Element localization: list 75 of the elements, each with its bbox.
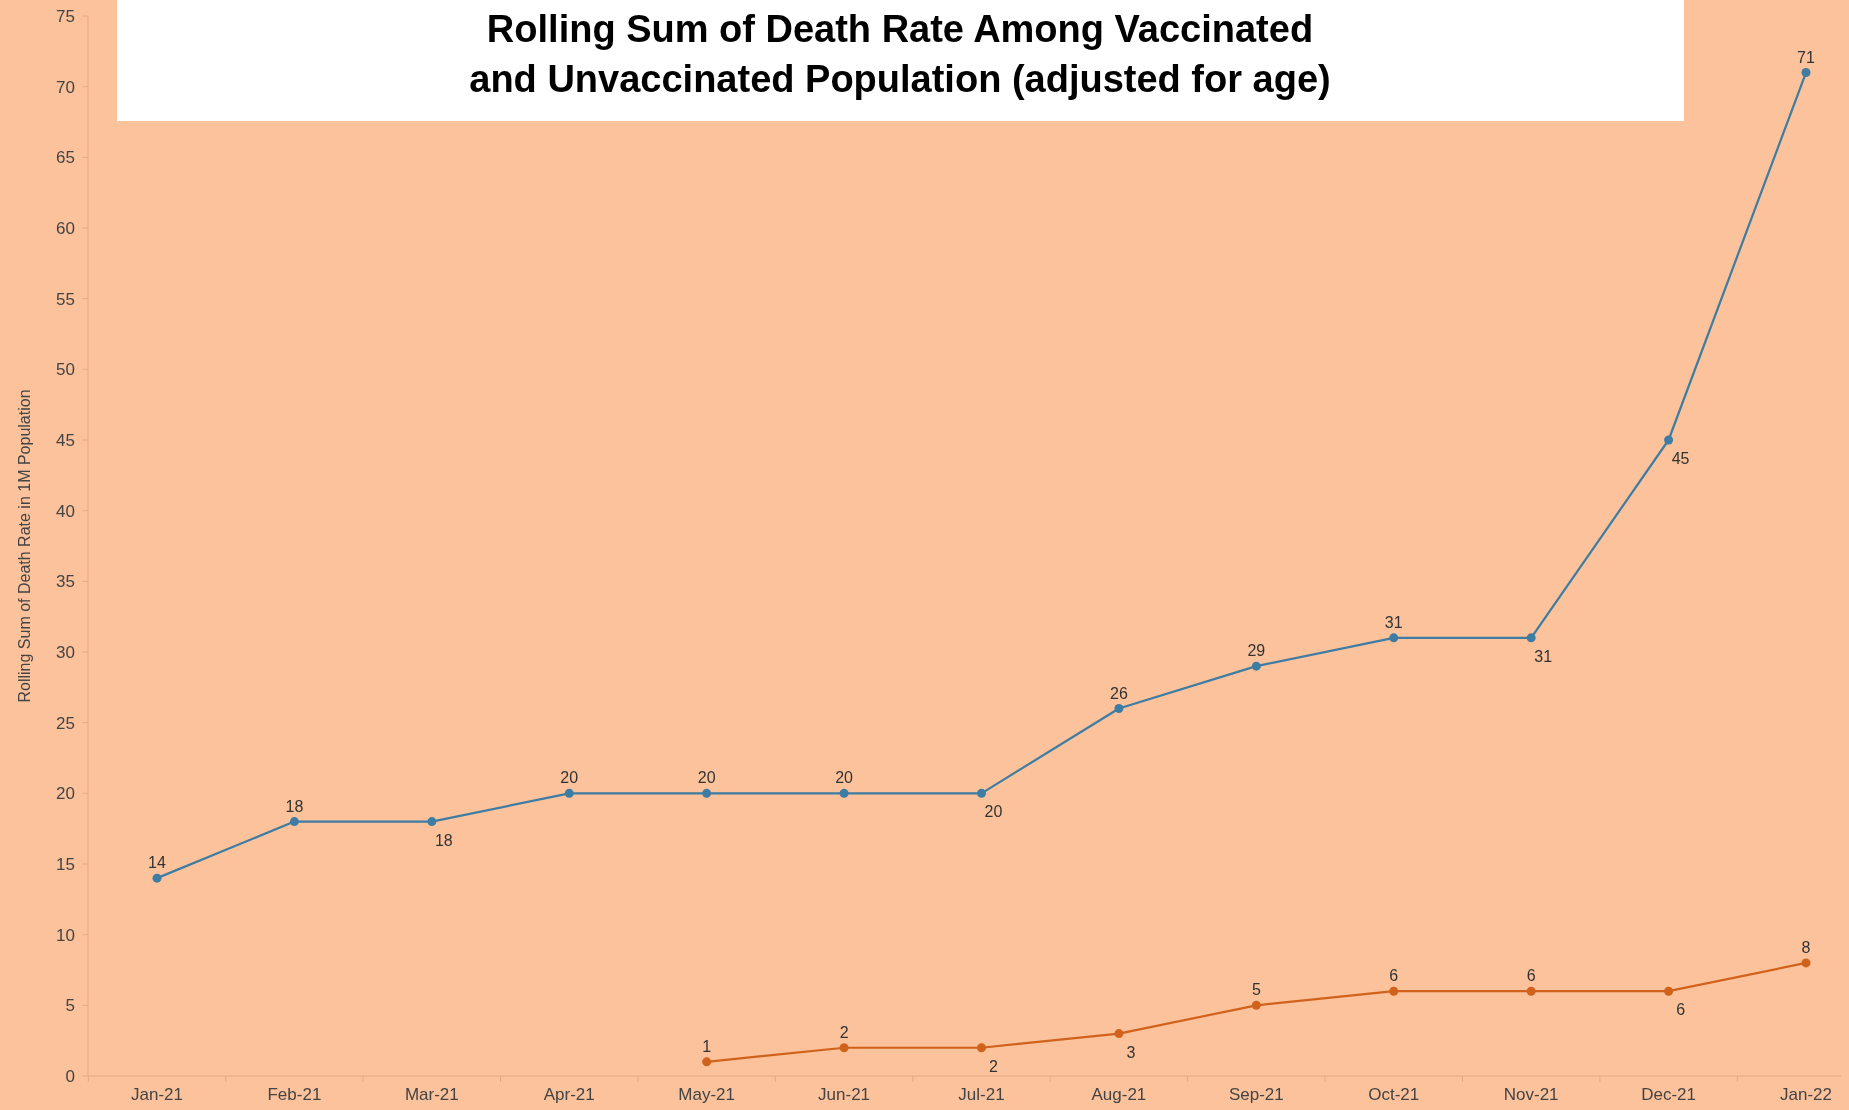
data-label: 31 [1384, 613, 1403, 631]
point [1251, 661, 1261, 671]
x-tick-label: Dec-21 [1641, 1085, 1696, 1104]
x-tick-label: Nov-21 [1503, 1085, 1559, 1104]
y-axis-title: Rolling Sum of Death Rate in 1M Population [16, 389, 33, 703]
data-label: 2 [839, 1023, 849, 1041]
y-tick-label: 30 [56, 642, 75, 662]
point [839, 1043, 849, 1053]
point [1389, 986, 1399, 996]
y-tick-label: 40 [56, 501, 75, 521]
x-tick-label: Jan-22 [1780, 1085, 1832, 1104]
x-tick-label: Feb-21 [267, 1085, 322, 1104]
x-tick-label: Jul-21 [958, 1085, 1005, 1104]
x-tick-label: Oct-21 [1368, 1085, 1420, 1104]
point [1114, 1029, 1124, 1039]
data-label: 6 [1389, 967, 1399, 985]
data-label: 20 [835, 769, 854, 787]
point [1664, 986, 1674, 996]
x-tick-label: Sep-21 [1228, 1085, 1284, 1104]
data-label: 20 [984, 803, 1003, 821]
y-tick-label: 5 [65, 996, 75, 1016]
point [289, 817, 299, 827]
x-tick-label: Jun-21 [818, 1085, 871, 1104]
y-tick-label: 20 [56, 784, 75, 804]
point [564, 788, 574, 798]
y-tick-label: 35 [56, 572, 75, 592]
point [977, 1043, 986, 1053]
data-label: 18 [285, 797, 304, 815]
data-label: 29 [1247, 642, 1266, 660]
point [702, 1057, 712, 1067]
data-label: 5 [1251, 981, 1261, 999]
y-tick-label: 55 [56, 289, 75, 309]
point [1389, 633, 1399, 643]
data-label: 18 [434, 831, 453, 849]
y-tick-label: 65 [56, 148, 75, 168]
data-label: 20 [560, 769, 579, 787]
y-tick-label: 0 [65, 1066, 75, 1086]
point [427, 817, 437, 827]
data-label: 31 [1534, 647, 1553, 665]
y-tick-label: 25 [56, 713, 75, 733]
point [1801, 68, 1811, 78]
y-tick-label: 60 [56, 218, 75, 238]
y-tick-label: 45 [56, 430, 75, 450]
point [977, 788, 986, 798]
x-tick-label: Aug-21 [1091, 1085, 1147, 1104]
y-tick-label: 15 [56, 854, 75, 874]
y-tick-label: 70 [56, 77, 75, 97]
point [1114, 704, 1124, 714]
data-label: 2 [989, 1057, 999, 1075]
point [1664, 435, 1674, 445]
point [839, 788, 849, 798]
point [1251, 1000, 1261, 1010]
data-label: 3 [1126, 1043, 1136, 1061]
x-tick-label: Mar-21 [404, 1085, 459, 1104]
chart-title: Rolling Sum of Death Rate Among Vaccinated and Unvaccinated Population (adjusted for age) [469, 8, 1331, 100]
x-tick-label: Apr-21 [543, 1085, 595, 1104]
y-tick-label: 50 [56, 360, 75, 380]
point [1801, 958, 1811, 968]
point [702, 788, 712, 798]
point [1526, 986, 1536, 996]
data-label: 6 [1676, 1001, 1686, 1019]
data-label: 71 [1797, 48, 1815, 66]
data-label: 26 [1110, 684, 1128, 702]
x-tick-label: May-21 [678, 1085, 736, 1104]
data-label: 20 [697, 769, 716, 787]
y-tick-label: 10 [56, 925, 75, 945]
x-tick-label: Jan-21 [131, 1085, 183, 1104]
y-tick-label: 75 [56, 6, 75, 26]
data-label: 14 [148, 854, 166, 872]
data-label: 45 [1671, 450, 1690, 467]
point [152, 873, 162, 883]
point [1526, 633, 1536, 643]
data-label: 8 [1801, 938, 1811, 956]
data-label: 1 [702, 1037, 712, 1055]
data-label: 6 [1526, 967, 1536, 985]
